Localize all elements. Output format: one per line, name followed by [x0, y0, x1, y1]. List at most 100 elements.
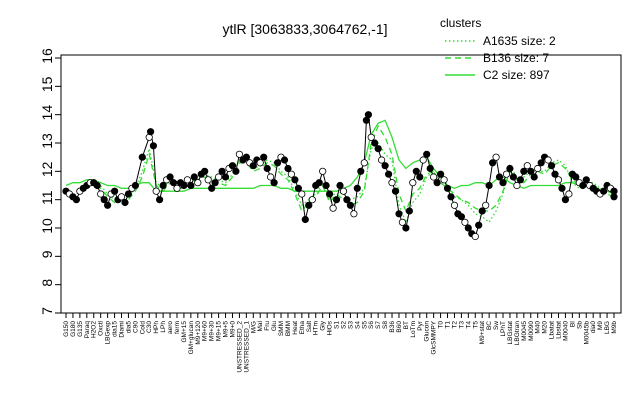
- data-point: [534, 164, 542, 173]
- data-point: [72, 196, 81, 204]
- x-tick-label: T2: [451, 321, 458, 329]
- x-tick-label: Gly: [320, 320, 327, 331]
- x-axis: G150 G180 G135 Paraq H2O2 Oxctl LBGexp dia15 Dia…: [63, 313, 618, 373]
- x-tick-label: M9+0: [229, 321, 236, 338]
- data-point: [464, 224, 472, 232]
- x-tick-label: Glu: [271, 321, 278, 332]
- x-tick-label: Glucon: [424, 321, 431, 342]
- data-point: [561, 196, 570, 204]
- data-point: [377, 156, 386, 164]
- data-point: [235, 150, 243, 158]
- x-tick-label: C30: [146, 321, 153, 333]
- x-tick-label: HTm: [313, 321, 320, 335]
- data-point: [371, 139, 379, 147]
- data-point: [579, 181, 587, 190]
- x-tick-label: M9+60: [202, 321, 209, 341]
- data-point: [374, 145, 382, 153]
- data-point: [582, 176, 590, 184]
- data-point: [156, 196, 164, 204]
- x-tick-label: Oxctl: [98, 320, 105, 335]
- legend-label: C2 size: 897: [483, 68, 550, 82]
- data-point: [93, 181, 101, 190]
- x-tick-label: Lbatat: [549, 321, 556, 339]
- data-point: [426, 164, 434, 173]
- data-point: [111, 187, 119, 195]
- data-point: [325, 190, 334, 198]
- data-point: [138, 153, 146, 161]
- x-tick-label: M9+stat: [479, 321, 486, 344]
- data-point: [343, 196, 351, 204]
- data-point: [381, 162, 389, 170]
- x-tick-label: LBGexp: [105, 321, 112, 345]
- data-point: [475, 221, 483, 229]
- data-point: [159, 181, 167, 190]
- x-tick-label: UNSTRESSED_1: [243, 321, 250, 373]
- x-tick-label: M0045: [521, 321, 528, 341]
- x-tick-label: Etha: [299, 321, 306, 335]
- data-point: [315, 179, 323, 187]
- data-point: [554, 176, 563, 184]
- data-point: [461, 218, 469, 226]
- data-point: [509, 173, 518, 181]
- data-point: [537, 159, 545, 167]
- x-tick-label: M/G: [250, 321, 257, 333]
- x-tick-label: Cold: [139, 321, 146, 335]
- data-point: [152, 187, 160, 195]
- data-point: [447, 193, 455, 201]
- x-tick-label: M9: [597, 321, 604, 330]
- data-point: [412, 167, 420, 175]
- data-point: [391, 187, 400, 195]
- x-tick-label: S7: [375, 321, 382, 329]
- x-tick-label: dia0: [590, 321, 597, 334]
- data-point: [433, 179, 441, 187]
- x-tick-label: LPhT: [500, 321, 507, 337]
- x-tick-label: Sb: [576, 321, 583, 329]
- data-point: [405, 207, 413, 215]
- x-tick-label: S3: [347, 321, 354, 329]
- data-point: [180, 181, 188, 190]
- x-tick-label: M0090: [528, 321, 535, 341]
- data-point: [270, 179, 278, 187]
- data-point: [208, 184, 216, 192]
- data-point: [502, 170, 511, 178]
- data-point: [187, 181, 195, 190]
- data-point: [440, 176, 448, 184]
- data-point: [423, 150, 431, 158]
- data-point: [173, 184, 181, 192]
- series-line-0: [65, 142, 614, 225]
- data-point: [124, 190, 132, 198]
- data-point: [513, 181, 521, 190]
- data-point: [443, 184, 452, 192]
- x-tick-label: LBGstat: [507, 321, 514, 345]
- x-tick-label: BMM: [285, 321, 292, 336]
- x-tick-label: M9+15: [216, 321, 223, 341]
- data-point: [100, 196, 108, 204]
- x-tick-label: BC: [486, 321, 493, 330]
- x-tick-label: HiOs: [327, 320, 334, 335]
- data-point: [471, 232, 479, 241]
- x-tick-label: M9+5: [223, 321, 230, 338]
- data-point: [360, 159, 368, 167]
- x-tick-label: H2O2: [91, 321, 98, 338]
- x-tick-label: Heat: [292, 321, 299, 335]
- x-tick-label: T4: [465, 321, 472, 329]
- data-point: [242, 153, 250, 161]
- x-tick-label: HPh: [153, 321, 160, 334]
- x-tick-label: M9+120: [195, 321, 202, 345]
- data-point: [457, 213, 465, 221]
- data-point: [218, 167, 226, 175]
- y-tick-label: 7: [39, 307, 55, 315]
- data-point: [273, 159, 282, 167]
- x-tick-label: BI: [569, 321, 576, 327]
- data-point: [572, 173, 580, 181]
- data-point: [350, 210, 358, 218]
- legend-items: A1635 size: 2 B136 size: 7 C2 size: 897: [445, 34, 556, 82]
- legend-title: clusters: [440, 16, 481, 30]
- x-tick-label: GM+15: [181, 321, 188, 343]
- data-point: [147, 128, 155, 136]
- data-point: [506, 164, 514, 173]
- data-point: [450, 201, 459, 209]
- legend-label: A1635 size: 2: [483, 34, 556, 48]
- data-point: [322, 181, 330, 190]
- x-tick-label: Diami: [118, 321, 125, 338]
